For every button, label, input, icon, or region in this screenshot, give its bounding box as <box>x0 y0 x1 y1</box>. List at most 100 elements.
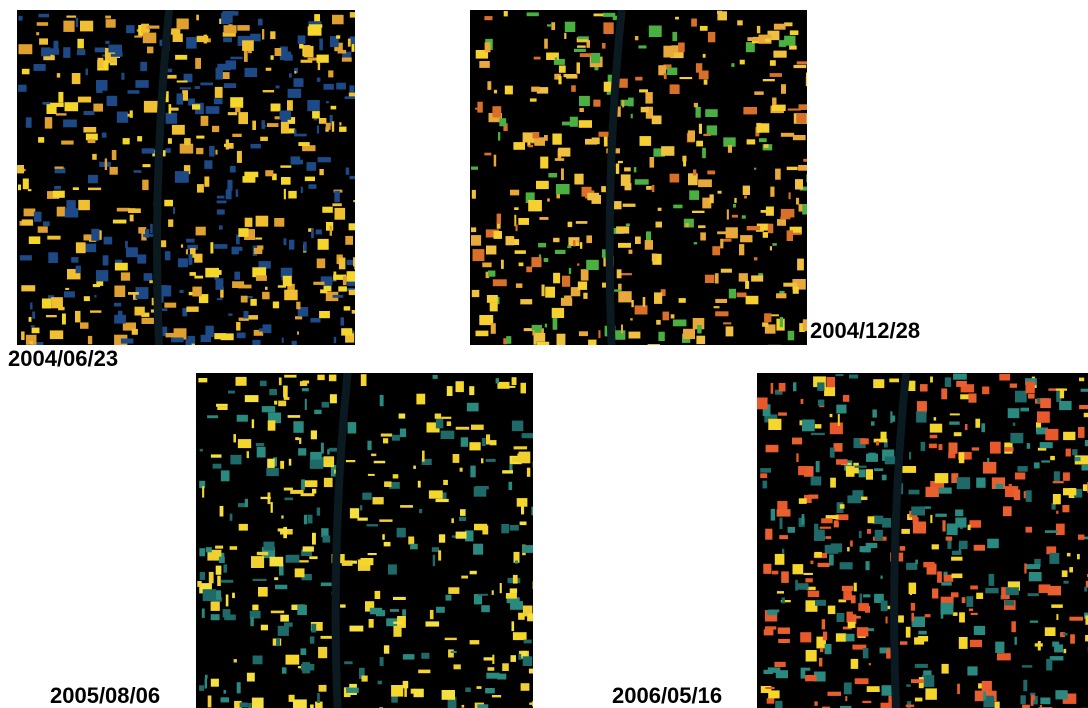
texture-patch <box>200 449 203 452</box>
texture-patch <box>192 344 195 345</box>
texture-patch <box>930 424 942 433</box>
texture-patch <box>205 679 207 689</box>
texture-patch <box>346 460 355 462</box>
texture-patch <box>955 510 963 517</box>
texture-patch <box>1059 401 1072 410</box>
texture-patch <box>265 170 273 176</box>
texture-patch <box>472 290 480 297</box>
texture-patch <box>192 287 201 297</box>
texture-patch <box>302 388 309 391</box>
texture-patch <box>729 289 736 299</box>
river <box>894 373 906 708</box>
texture-patch <box>1028 394 1035 399</box>
texture-patch <box>416 394 425 405</box>
texture-patch <box>901 529 910 534</box>
texture-patch <box>1070 634 1075 643</box>
texture-patch <box>23 179 29 190</box>
texture-patch <box>317 126 319 134</box>
texture-patch <box>55 167 64 169</box>
texture-patch <box>422 451 425 462</box>
texture-patch <box>564 33 566 39</box>
texture-patch <box>473 249 485 261</box>
texture-patch <box>740 60 745 65</box>
texture-patch <box>555 57 558 64</box>
texture-patch <box>694 103 698 107</box>
texture-patch <box>622 100 624 107</box>
texture-patch <box>209 146 215 157</box>
texture-patch <box>851 659 859 669</box>
texture-patch <box>774 662 785 667</box>
texture-patch <box>211 602 220 611</box>
texture-patch <box>566 74 577 78</box>
texture-patch <box>849 375 858 379</box>
texture-patch <box>1077 554 1080 559</box>
texture-patch <box>186 239 195 243</box>
texture-patch <box>780 518 783 530</box>
texture-patch <box>330 394 337 403</box>
texture-patch <box>982 681 992 691</box>
texture-patch <box>350 176 356 179</box>
texture-patch <box>47 48 60 54</box>
texture-patch <box>793 382 796 391</box>
texture-patch <box>1040 442 1053 448</box>
texture-patch <box>274 401 277 405</box>
texture-patch <box>88 188 101 191</box>
texture-patch <box>244 172 258 178</box>
texture-patch <box>353 257 355 266</box>
texture-patch <box>275 48 282 56</box>
texture-patch <box>400 429 406 438</box>
texture-patch <box>814 524 818 530</box>
texture-patch <box>456 532 467 539</box>
texture-patch <box>1054 471 1060 481</box>
texture-patch <box>88 336 92 344</box>
texture-patch <box>492 695 501 697</box>
texture-patch <box>283 276 292 286</box>
texture-patch <box>516 283 523 288</box>
texture-patch <box>252 605 258 611</box>
texture-patch <box>510 588 517 593</box>
texture-patch <box>442 690 455 700</box>
texture-patch <box>56 113 67 115</box>
texture-patch <box>723 322 731 324</box>
texture-patch <box>280 165 291 167</box>
texture-patch <box>195 58 201 69</box>
texture-patch <box>968 394 976 403</box>
texture-patch <box>696 141 703 147</box>
texture-patch <box>292 341 297 345</box>
texture-patch <box>1030 621 1038 623</box>
texture-patch <box>126 247 138 257</box>
texture-patch <box>143 33 157 44</box>
texture-patch <box>252 419 254 428</box>
texture-patch <box>114 315 126 324</box>
texture-patch <box>142 148 155 153</box>
texture-patch <box>96 270 108 281</box>
texture-patch <box>216 566 222 575</box>
texture-patch <box>317 693 320 703</box>
texture-patch <box>362 493 371 500</box>
texture-patch <box>228 112 237 115</box>
texture-patch <box>982 387 989 395</box>
texture-patch <box>289 459 292 466</box>
texture-patch <box>384 481 391 487</box>
texture-patch <box>770 187 774 197</box>
texture-patch <box>103 255 109 265</box>
texture-patch <box>806 77 807 86</box>
texture-patch <box>635 237 641 245</box>
texture-patch <box>742 215 746 218</box>
texture-patch <box>221 333 234 340</box>
texture-patch <box>383 438 388 443</box>
texture-patch <box>317 508 320 516</box>
texture-patch <box>664 73 667 79</box>
texture-patch <box>851 595 856 603</box>
texture-patch <box>76 266 81 274</box>
texture-patch <box>781 84 786 94</box>
texture-patch <box>297 605 307 615</box>
texture-patch <box>232 281 244 288</box>
texture-patch <box>217 576 221 586</box>
texture-patch <box>902 466 916 473</box>
texture-patch <box>930 515 932 523</box>
texture-patch <box>579 108 584 112</box>
texture-patch <box>799 498 807 504</box>
texture-patch <box>486 246 496 255</box>
texture-patch <box>780 317 783 327</box>
